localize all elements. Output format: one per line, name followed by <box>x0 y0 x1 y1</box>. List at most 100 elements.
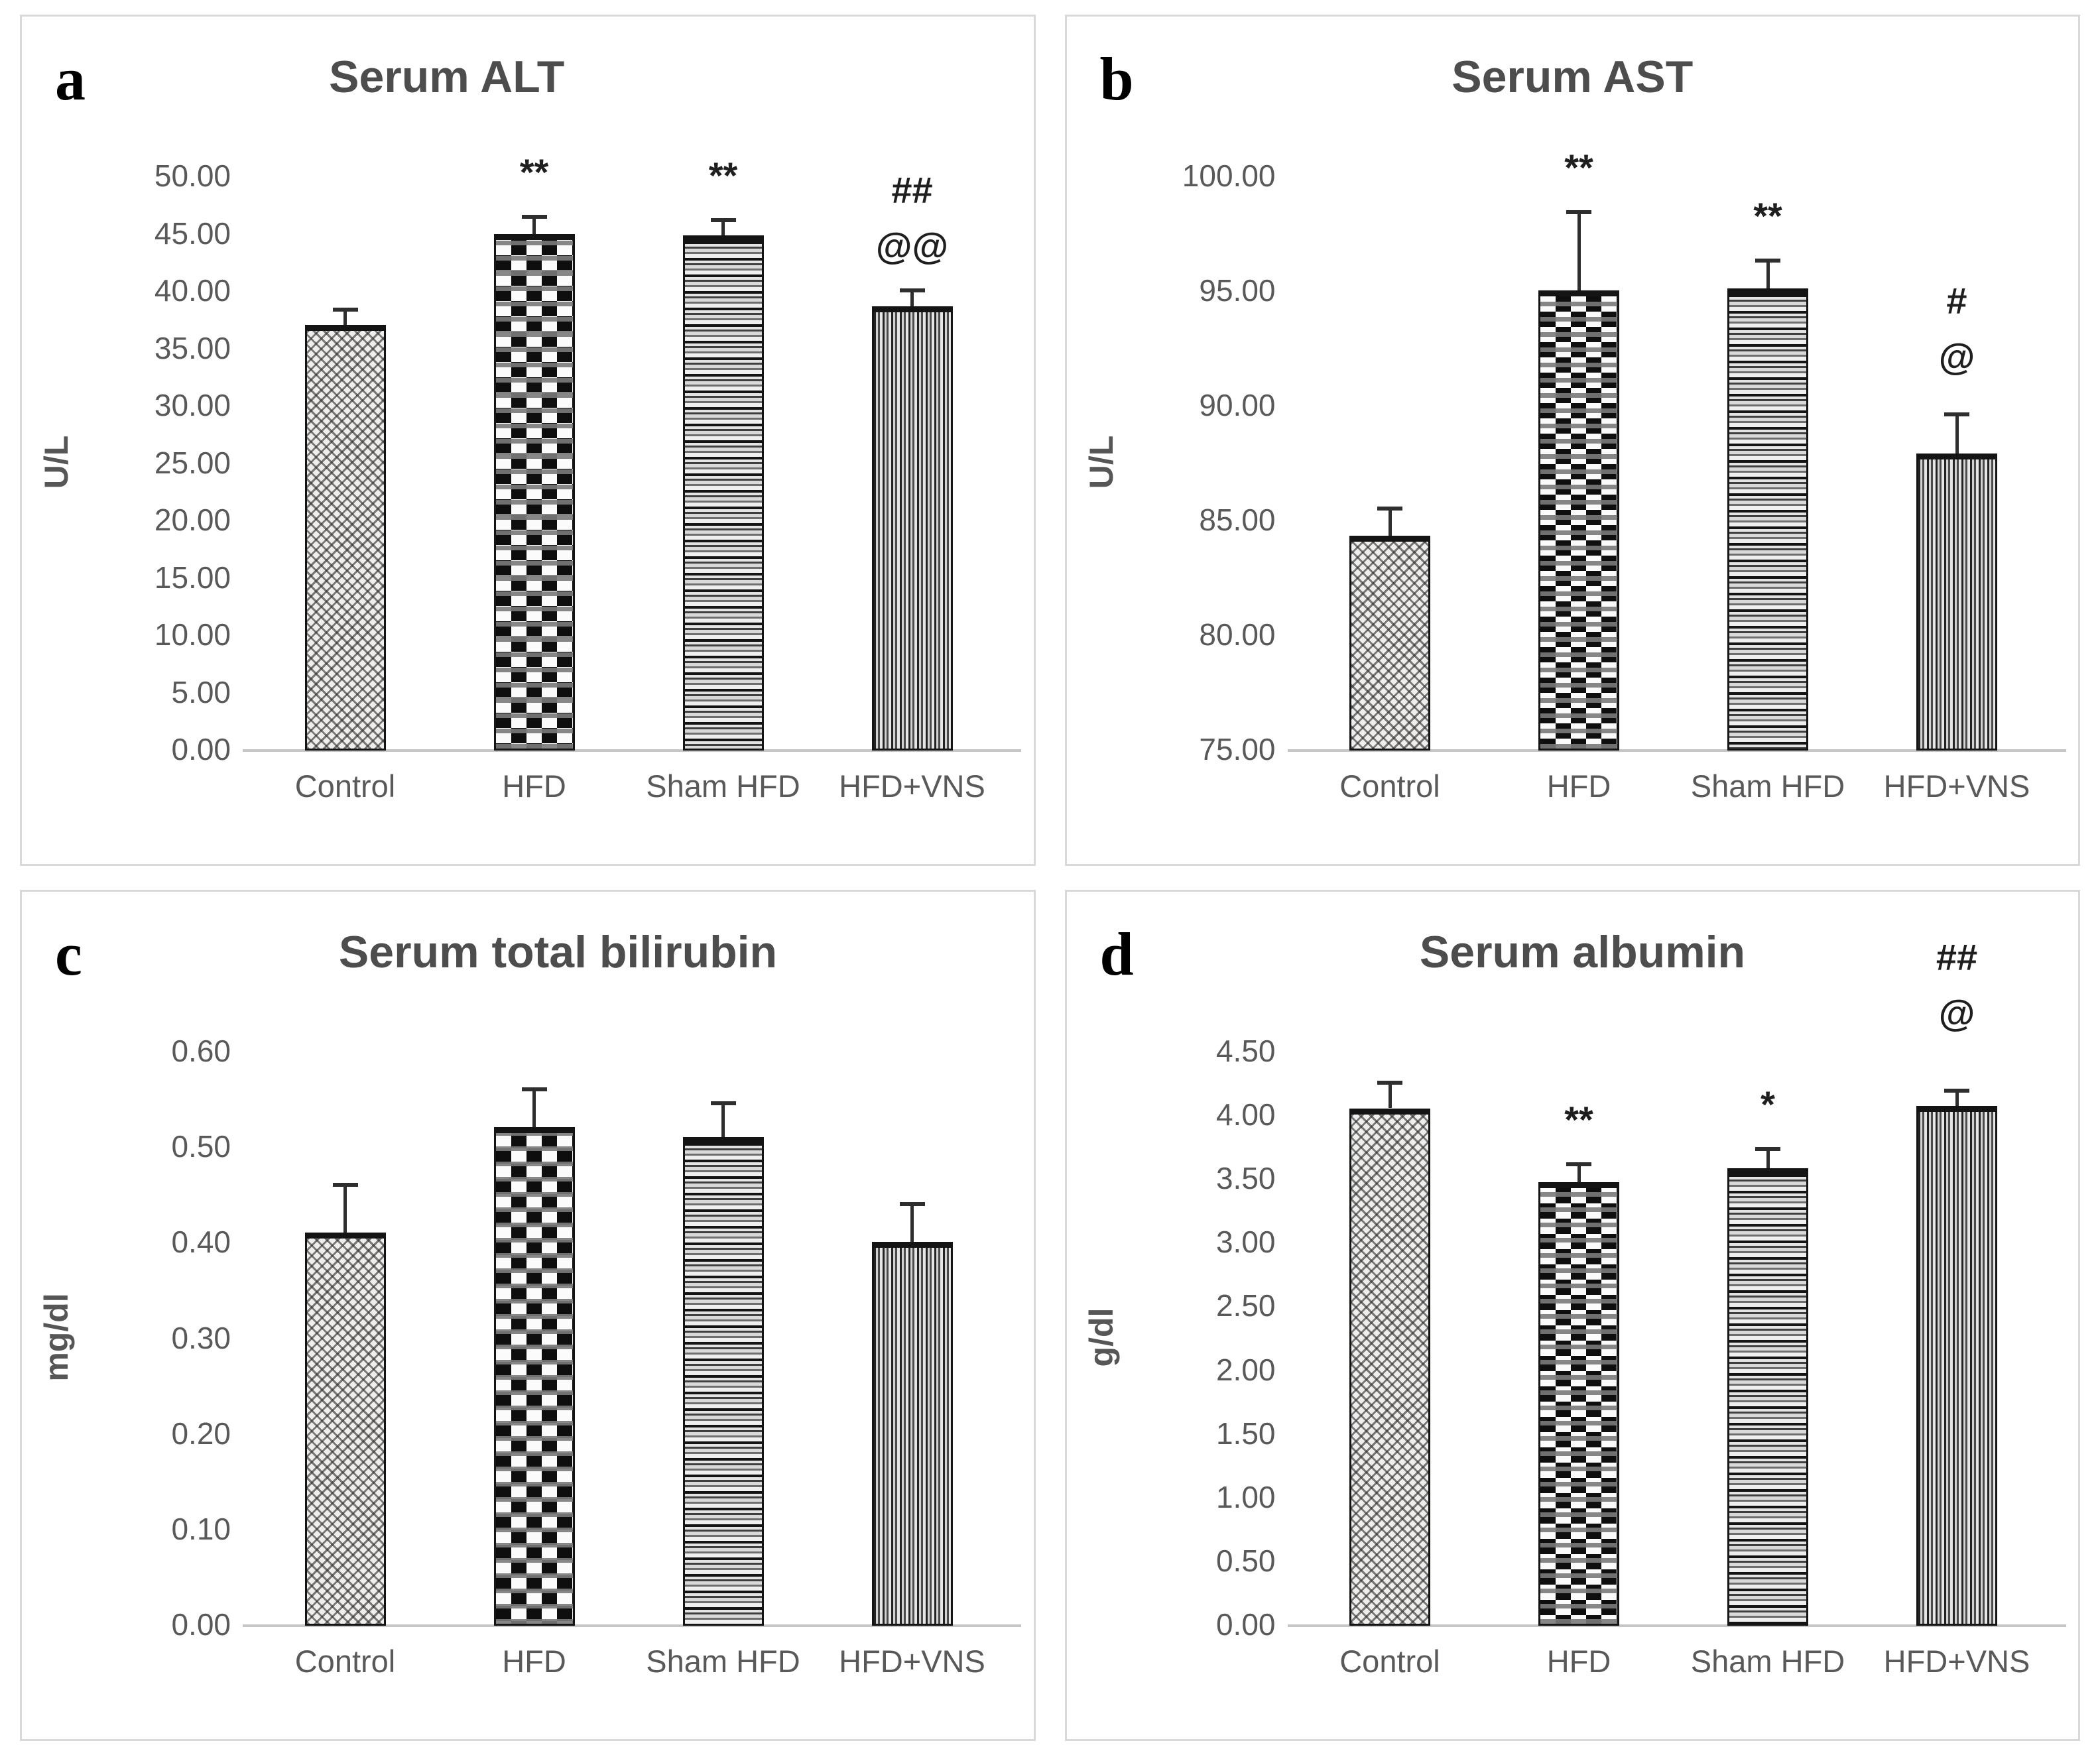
error-bar-cap <box>1566 1162 1591 1167</box>
x-category-label: Control <box>1339 1644 1440 1679</box>
y-tick-label: 0.40 <box>171 1225 231 1260</box>
error-bar-stem <box>1955 414 1959 454</box>
y-tick-label: 0.20 <box>171 1416 231 1451</box>
significance-annotation: ** <box>1479 140 1678 196</box>
y-tick-label: 0.00 <box>171 732 231 766</box>
y-tick-label: 90.00 <box>1199 388 1276 422</box>
x-category-label: Control <box>294 1644 396 1679</box>
y-tick-label: 85.00 <box>1199 503 1276 537</box>
error-bar-cap <box>1755 259 1780 263</box>
plot-area: 0.60 0.50 0.40 0.30 0.20 0.10 0.00 Control HFD Sh… <box>22 892 1034 1739</box>
y-tick-label: 10.00 <box>154 617 231 652</box>
x-category-label: Sham HFD <box>646 1644 800 1679</box>
panel-b: b Serum AST U/L 100.00 95.00 90.00 85.00 80.… <box>1064 15 2080 866</box>
panel-a: a Serum ALT U/L 50.00 45.00 40.00 35.00 30.0… <box>20 15 1036 866</box>
y-tick-label: 1.00 <box>1215 1479 1276 1514</box>
significance-annotation: ## @@ <box>813 162 1012 274</box>
error-bar-cap <box>710 218 736 223</box>
error-bar-cap <box>1377 506 1402 511</box>
significance-mark: ** <box>1753 195 1782 237</box>
significance-annotation: ** <box>1668 188 1867 244</box>
chart-title: Serum ALT <box>329 52 565 102</box>
panel-letter: c <box>55 920 82 988</box>
chart-title: Serum albumin <box>1419 927 1746 977</box>
y-tick-label: 2.50 <box>1215 1288 1276 1323</box>
error-bar-stem <box>532 1089 536 1128</box>
bar <box>493 1127 575 1626</box>
error-bar-cap <box>332 308 358 312</box>
panel-letter: a <box>55 45 86 113</box>
chart-title: Serum total bilirubin <box>338 927 778 977</box>
plot-area: 100.00 95.00 90.00 85.00 80.00 75.00 Control **… <box>1067 17 2079 864</box>
y-tick-label: 0.10 <box>171 1511 231 1546</box>
y-tick-label: 100.00 <box>1182 158 1276 193</box>
x-category-label: Sham HFD <box>646 768 800 804</box>
significance-annotation: ** <box>435 145 634 200</box>
y-tick-label: 0.30 <box>171 1320 231 1355</box>
significance-mark: ** <box>1564 1099 1593 1141</box>
bar <box>1727 288 1808 751</box>
y-tick-label: 50.00 <box>154 158 231 193</box>
significance-annotation: # @ <box>1857 273 2056 385</box>
x-category-label: HFD+VNS <box>839 1644 985 1679</box>
y-tick-label: 4.50 <box>1215 1034 1276 1068</box>
error-bar-stem <box>1388 508 1392 536</box>
bar <box>871 1242 953 1626</box>
y-tick-label: 0.50 <box>1215 1543 1276 1578</box>
y-tick-label: 20.00 <box>154 503 231 537</box>
y-tick-label: 0.50 <box>171 1129 231 1164</box>
y-tick-label: 5.00 <box>171 674 231 709</box>
y-tick-label: 45.00 <box>154 215 231 251</box>
error-bar-stem <box>721 220 725 235</box>
significance-annotation: ** <box>624 148 823 204</box>
x-category-label: HFD+VNS <box>1883 768 2030 804</box>
significance-mark: # <box>1946 279 1967 322</box>
error-bar-cap <box>521 1087 547 1091</box>
y-tick-label: 4.00 <box>1215 1097 1276 1132</box>
bar <box>1349 536 1430 751</box>
significance-mark: ** <box>519 151 549 194</box>
x-category-label: Control <box>1339 768 1440 804</box>
panel-letter: b <box>1099 45 1134 113</box>
error-bar-cap <box>1755 1147 1780 1151</box>
plot-area: 50.00 45.00 40.00 35.00 30.00 25.00 20.00 15.00… <box>22 17 1034 864</box>
bar <box>682 235 764 751</box>
y-tick-label: 1.50 <box>1215 1416 1276 1451</box>
bar <box>304 1232 386 1626</box>
error-bar-cap <box>899 1201 925 1206</box>
panel-letter: d <box>1099 920 1134 988</box>
error-bar-stem <box>721 1103 725 1137</box>
y-tick-label: 30.00 <box>154 388 231 422</box>
x-axis-line <box>1287 749 2066 752</box>
significance-mark: ## <box>891 169 933 211</box>
error-bar-stem <box>1577 212 1581 290</box>
significance-annotation: * <box>1668 1077 1867 1132</box>
error-bar-stem <box>1388 1083 1392 1109</box>
y-tick-label: 35.00 <box>154 330 231 365</box>
error-bar-stem <box>910 290 914 307</box>
x-axis-line <box>243 749 1021 752</box>
significance-mark: @@ <box>875 225 949 267</box>
error-bar-stem <box>532 217 536 235</box>
panel-c: c Serum total bilirubin mg/dl 0.60 0.50 0.… <box>20 890 1036 1741</box>
y-tick-label: 95.00 <box>1199 273 1276 308</box>
y-tick-label: 0.00 <box>1215 1607 1276 1642</box>
error-bar-cap <box>710 1101 736 1106</box>
y-tick-label: 25.00 <box>154 445 231 480</box>
error-bar-stem <box>1577 1164 1581 1182</box>
x-axis-line <box>243 1624 1021 1627</box>
error-bar-stem <box>343 310 347 325</box>
error-bar-stem <box>1766 261 1770 288</box>
significance-mark: @ <box>1938 335 1975 377</box>
y-tick-label: 75.00 <box>1199 732 1276 766</box>
bar <box>871 306 953 751</box>
y-tick-label: 3.00 <box>1215 1225 1276 1260</box>
error-bar-stem <box>910 1203 914 1242</box>
x-category-label: Sham HFD <box>1690 1644 1845 1679</box>
significance-annotation: ** <box>1479 1092 1678 1148</box>
y-tick-label: 0.00 <box>171 1607 231 1642</box>
bar <box>493 234 575 751</box>
x-axis-line <box>1287 1624 2066 1627</box>
bar <box>1916 453 1997 751</box>
